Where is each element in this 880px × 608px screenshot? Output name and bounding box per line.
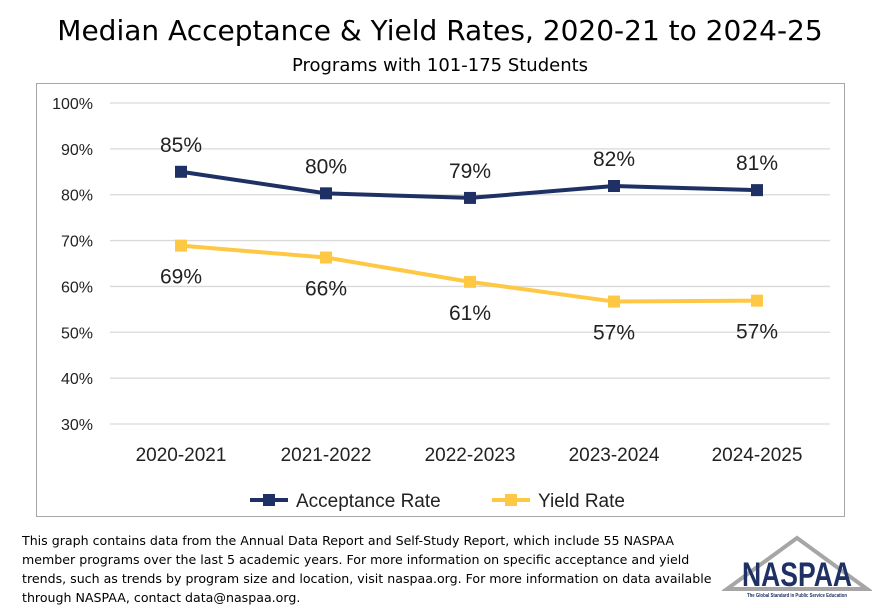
data-point [464,275,476,288]
data-label: 79% [449,160,491,183]
x-tick-label: 2021-2022 [281,445,372,466]
y-tick-label: 30% [61,417,93,434]
chart-frame [36,83,845,517]
naspaa-logo: NASPAA The Global Standard in Public Ser… [722,535,872,599]
y-tick-label: 80% [61,188,93,205]
data-point [608,295,620,308]
series-line-1 [180,243,758,304]
data-label: 81% [736,152,778,175]
footnote: This graph contains data from the Annual… [22,533,712,605]
chart-subtitle: Programs with 101-175 Students [291,55,589,76]
data-label: 57% [736,321,778,344]
y-tick-label: 50% [61,325,93,342]
data-label: 85% [160,134,202,157]
y-tick-label: 70% [61,234,93,251]
data-label: 61% [449,302,491,325]
data-label: 80% [305,155,347,178]
x-tick-label: 2022-2023 [425,445,516,466]
legend-label: Yield Rate [538,491,625,512]
data-point [608,180,620,193]
data-point [751,294,763,307]
x-tick-label: 2023-2024 [569,445,660,466]
data-label: 57% [593,322,635,345]
data-point [464,191,476,204]
svg-text:The Global Standard in Public: The Global Standard in Public Service Ed… [747,593,847,599]
chart-title: Median Acceptance & Yield Rates, 2020-21… [57,14,823,47]
legend-marker [263,494,275,506]
data-label: 66% [305,278,347,301]
y-tick-label: 40% [61,371,93,388]
x-tick-label: 2024-2025 [712,445,803,466]
data-point [320,251,332,264]
data-label: 82% [593,148,635,171]
data-point [175,165,187,178]
data-point [751,184,763,197]
svg-text:NASPAA: NASPAA [742,556,852,594]
data-label: 69% [160,266,202,289]
legend-marker [505,494,517,506]
y-tick-label: 90% [61,142,93,159]
x-tick-label: 2020-2021 [136,445,227,466]
legend-label: Acceptance Rate [296,491,441,512]
data-point [175,239,187,252]
data-point [320,187,332,200]
y-tick-label: 60% [61,279,93,296]
y-tick-label: 100% [52,96,93,113]
